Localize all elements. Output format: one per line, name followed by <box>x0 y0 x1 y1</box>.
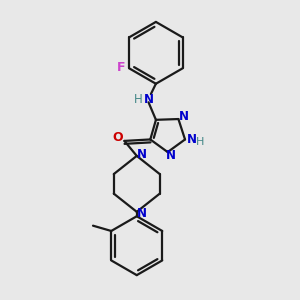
Text: N: N <box>187 133 196 146</box>
Text: N: N <box>179 110 189 123</box>
Text: N: N <box>144 93 154 106</box>
Text: H: H <box>134 93 142 106</box>
Text: H: H <box>196 137 205 147</box>
Text: N: N <box>137 148 147 161</box>
Text: O: O <box>112 131 123 145</box>
Text: N: N <box>137 207 147 220</box>
Text: N: N <box>166 149 176 162</box>
Text: F: F <box>117 61 125 74</box>
